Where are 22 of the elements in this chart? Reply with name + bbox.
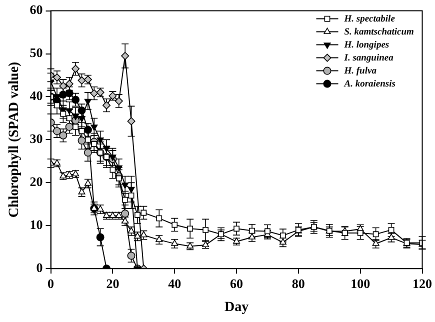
x-tick-label: 80	[292, 276, 305, 291]
legend-label: A. koraiensis	[343, 79, 396, 90]
legend-label: H. spectabile	[343, 14, 396, 24]
y-axis-title: Chlorophyll (SPAD value)	[7, 61, 22, 218]
x-tick-label: 0	[48, 276, 54, 291]
y-tick-label: 30	[30, 131, 43, 146]
x-tick-label: 60	[230, 276, 244, 291]
y-tick-label: 0	[36, 260, 43, 275]
legend-label: I. sanguinea	[343, 53, 394, 64]
x-tick-label: 100	[350, 276, 370, 291]
y-tick-label: 10	[30, 216, 43, 232]
legend-label: S. kamtschaticum	[344, 27, 414, 38]
y-tick-label: 20	[30, 174, 43, 190]
x-tick-label: 20	[106, 276, 120, 291]
x-tick-label: 40	[168, 276, 182, 291]
y-tick-label: 40	[30, 88, 43, 104]
x-tick-label: 120	[412, 276, 432, 291]
legend-label: H. fulva	[343, 66, 377, 76]
x-axis-title: Day	[224, 300, 249, 316]
y-tick-label: 50	[30, 45, 43, 60]
legend-label: H. longipes	[343, 40, 390, 50]
y-tick-label: 60	[30, 2, 43, 18]
